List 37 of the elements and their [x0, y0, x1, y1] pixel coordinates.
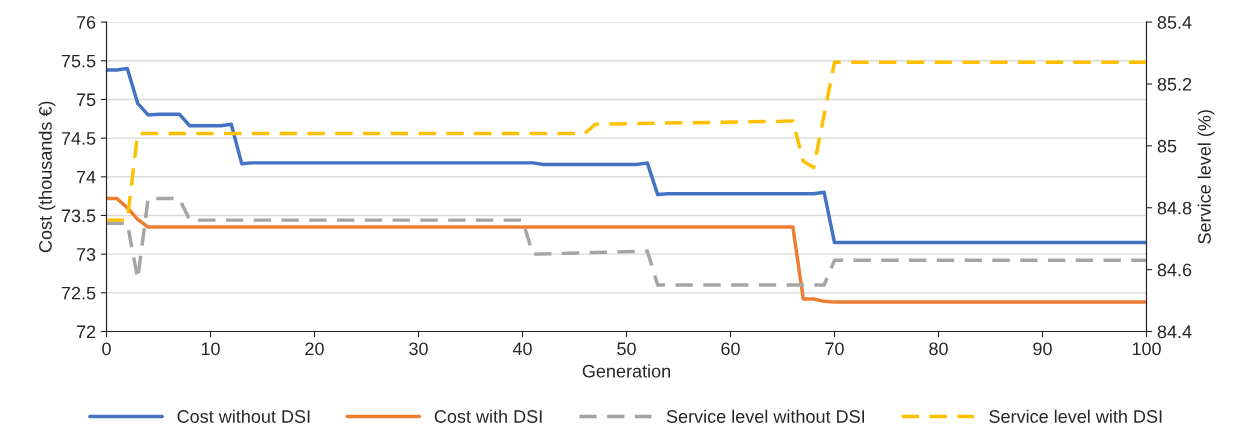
y-axis-title: Cost (thousands €)	[38, 101, 56, 253]
y-tick-label: 75.5	[61, 54, 96, 68]
y2-axis-title: Service level (%)	[1197, 110, 1215, 244]
y-tick-label: 73	[76, 248, 96, 261]
y-tick-label: 75	[76, 93, 96, 107]
x-tick-label: 0	[102, 342, 111, 356]
x-tick-label: 10	[201, 342, 220, 356]
x-tick-label: 80	[929, 342, 948, 356]
x-tick-label: 50	[617, 342, 636, 356]
y2-tick-label: 84.4	[1157, 325, 1192, 339]
x-tick-label: 100	[1132, 342, 1161, 356]
x-tick-label: 70	[825, 342, 844, 356]
legend-label: Cost with DSI	[434, 409, 542, 423]
y2-tick-label: 84.8	[1157, 201, 1192, 215]
y2-tick-label: 85	[1157, 139, 1177, 153]
legend-label: Service level with DSI	[989, 409, 1162, 423]
y2-tick-label: 85.4	[1157, 16, 1192, 29]
x-tick-label: 20	[305, 342, 324, 356]
x-tick-label: 30	[409, 342, 428, 356]
x-tick-label: 60	[721, 342, 740, 356]
y-tick-label: 72	[76, 325, 96, 339]
x-tick-label: 40	[512, 342, 532, 356]
y-tick-label: 72.5	[61, 286, 96, 300]
y-tick-label: 73.5	[61, 209, 96, 223]
x-tick-label: 90	[1033, 342, 1052, 356]
line-series	[106, 66, 1147, 245]
y2-tick-label: 85.2	[1157, 77, 1192, 91]
legend-label: Service level without DSI	[666, 409, 865, 423]
line-series	[106, 60, 1147, 222]
line-series	[106, 196, 1147, 287]
x-axis-title: Generation	[582, 364, 670, 378]
y-tick-label: 74	[76, 170, 96, 184]
y-tick-label: 74.5	[61, 132, 96, 145]
y2-tick-label: 84.6	[1157, 263, 1192, 277]
y-tick-label: 76	[76, 16, 96, 29]
line-series	[106, 196, 1147, 304]
legend-label: Cost without DSI	[177, 409, 310, 423]
